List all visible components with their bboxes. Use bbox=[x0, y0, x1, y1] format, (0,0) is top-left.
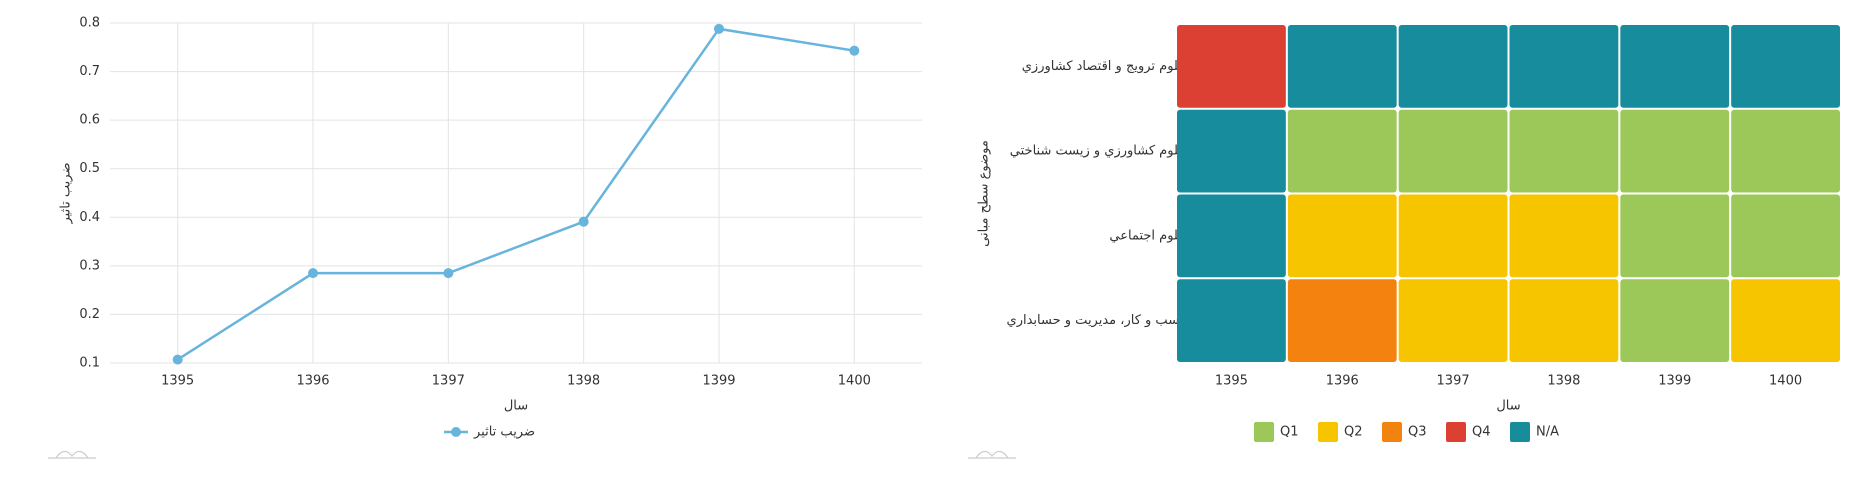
y-tick-label: 0.8 bbox=[79, 16, 100, 31]
point bbox=[578, 216, 589, 227]
cell bbox=[1287, 194, 1397, 278]
line bbox=[176, 27, 855, 361]
cell bbox=[1177, 109, 1286, 193]
x-tick-label: 1395 bbox=[1215, 374, 1248, 389]
legend-label: Q3 bbox=[1408, 425, 1427, 440]
point bbox=[308, 268, 318, 279]
legend-label: ضریب تاثیر bbox=[473, 425, 535, 440]
x-tick-label: 1395 bbox=[161, 374, 194, 389]
legend-label: Q4 bbox=[1472, 425, 1491, 440]
cell bbox=[1287, 109, 1397, 193]
x-axis-label: سال bbox=[1496, 399, 1520, 414]
row-label: علوم اجتماعي bbox=[1109, 228, 1186, 243]
y-tick-label: 0.7 bbox=[79, 64, 100, 79]
y-axis-label: موضوع سطح مبانی bbox=[977, 140, 992, 247]
cell bbox=[1620, 25, 1730, 108]
cell bbox=[1731, 279, 1840, 362]
cell bbox=[1398, 279, 1508, 362]
x-tick-label: 1396 bbox=[1326, 374, 1359, 389]
cell bbox=[1731, 25, 1840, 108]
point bbox=[172, 354, 183, 365]
cell bbox=[1509, 109, 1619, 193]
legend-label: Q2 bbox=[1344, 425, 1363, 440]
cell bbox=[1287, 279, 1397, 362]
y-tick-label: 0.5 bbox=[79, 161, 100, 176]
y-tick-label: 0.2 bbox=[79, 307, 100, 322]
cell bbox=[1509, 194, 1619, 278]
legend-swatch bbox=[1254, 422, 1274, 442]
x-tick-label: 1398 bbox=[567, 374, 600, 389]
x-tick-label: 1400 bbox=[1769, 374, 1802, 389]
legend-swatch bbox=[1382, 422, 1402, 442]
point bbox=[714, 23, 724, 34]
x-tick-label: 1397 bbox=[432, 374, 465, 389]
cell bbox=[1509, 25, 1619, 108]
cell bbox=[1177, 194, 1286, 278]
x-tick-label: 1396 bbox=[296, 374, 329, 389]
cell bbox=[1509, 279, 1619, 362]
cell bbox=[1398, 109, 1508, 193]
legend-swatch bbox=[1318, 422, 1338, 442]
y-tick-label: 0.6 bbox=[79, 113, 100, 128]
row-label: علوم ترويج و اقتصاد کشاورزي bbox=[1022, 59, 1186, 74]
row-label: کسب و کار، مديريت و حسابداري bbox=[1007, 313, 1187, 328]
legend-label: Q1 bbox=[1280, 425, 1299, 440]
cell bbox=[1620, 109, 1730, 193]
y-axis-label: ضریب تاثیر bbox=[59, 162, 74, 224]
point bbox=[849, 45, 860, 56]
cell bbox=[1287, 25, 1397, 108]
x-tick-label: 1400 bbox=[838, 374, 871, 389]
x-tick-label: 1398 bbox=[1547, 374, 1580, 389]
y-tick-label: 0.3 bbox=[79, 258, 100, 273]
cell bbox=[1620, 279, 1730, 362]
x-tick-label: 1397 bbox=[1437, 374, 1470, 389]
cell bbox=[1398, 194, 1508, 278]
y-tick-label: 0.1 bbox=[79, 356, 100, 371]
x-tick-label: 1399 bbox=[1658, 374, 1691, 389]
cell bbox=[1731, 109, 1840, 193]
cell bbox=[1177, 25, 1286, 108]
x-tick-label: 1399 bbox=[702, 374, 735, 389]
legend-swatch bbox=[1446, 422, 1466, 442]
cell bbox=[1620, 194, 1730, 278]
legend-marker bbox=[451, 427, 461, 437]
y-tick-label: 0.4 bbox=[79, 210, 100, 225]
cell bbox=[1398, 25, 1508, 108]
cell bbox=[1177, 279, 1286, 362]
watermark bbox=[48, 450, 1016, 459]
legend-label: N/A bbox=[1536, 425, 1559, 440]
legend-swatch bbox=[1510, 422, 1530, 442]
x-axis-label: سال bbox=[504, 399, 528, 414]
cell bbox=[1731, 194, 1840, 278]
row-label: علوم کشاورزي و زيست شناختي bbox=[1010, 144, 1186, 159]
point bbox=[443, 268, 454, 279]
